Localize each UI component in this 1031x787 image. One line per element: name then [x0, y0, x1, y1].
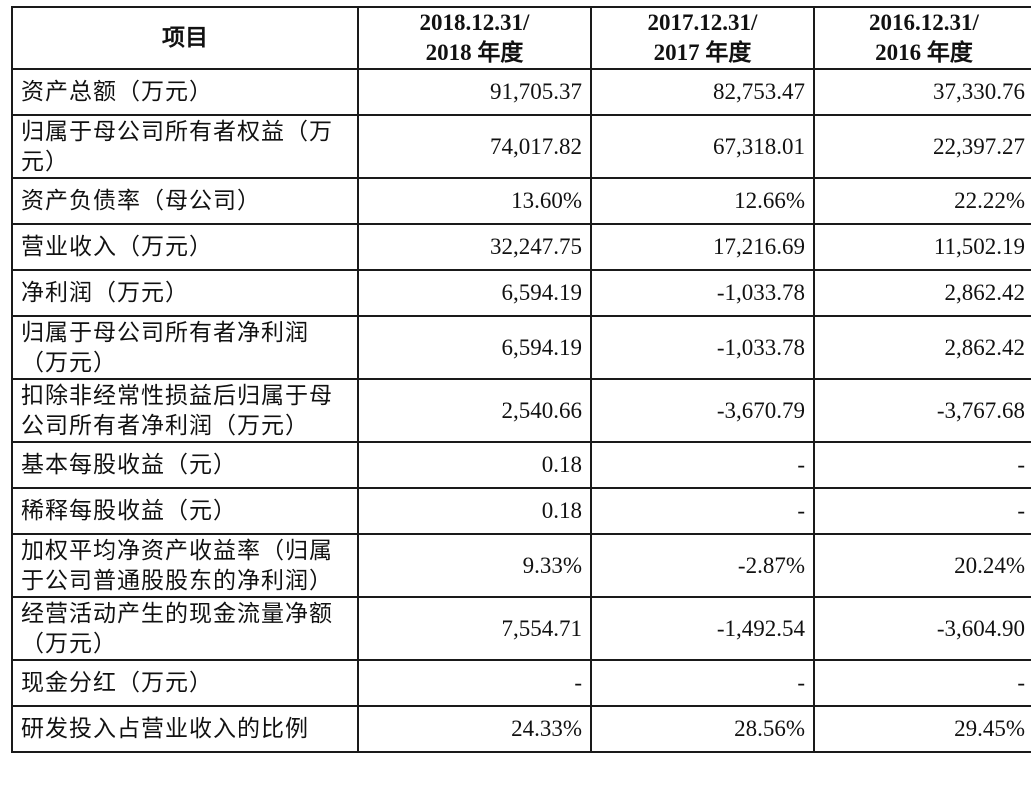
header-item: 项目: [11, 6, 359, 70]
cell-2017: -1,033.78: [590, 269, 815, 317]
cell-2018: 9.33%: [357, 533, 592, 598]
cell-2017: -2.87%: [590, 533, 815, 598]
cell-2017: -1,033.78: [590, 315, 815, 380]
cell-2016: 2,862.42: [813, 269, 1031, 317]
cell-2016: 22,397.27: [813, 114, 1031, 179]
header-2016: 2016.12.31/ 2016 年度: [813, 6, 1031, 70]
row-label: 稀释每股收益（元）: [11, 487, 359, 535]
header-2018: 2018.12.31/ 2018 年度: [357, 6, 592, 70]
cell-2018: 6,594.19: [357, 269, 592, 317]
table-row-parent-equity: 归属于母公司所有者权益（万元） 74,017.82 67,318.01 22,3…: [11, 114, 1031, 179]
cell-2018: 24.33%: [357, 705, 592, 753]
header-2016-date: 2016.12.31/: [869, 10, 979, 35]
row-label: 资产总额（万元）: [11, 68, 359, 116]
cell-2018: 91,705.37: [357, 68, 592, 116]
table-row-diluted-eps: 稀释每股收益（元） 0.18 - -: [11, 487, 1031, 535]
table-row-revenue: 营业收入（万元） 32,247.75 17,216.69 11,502.19: [11, 223, 1031, 271]
table-row-net-profit: 净利润（万元） 6,594.19 -1,033.78 2,862.42: [11, 269, 1031, 317]
cell-2016: 29.45%: [813, 705, 1031, 753]
cell-2018: 2,540.66: [357, 378, 592, 443]
cell-2017: -: [590, 659, 815, 707]
row-label: 归属于母公司所有者权益（万元）: [11, 114, 359, 179]
header-2017: 2017.12.31/ 2017 年度: [590, 6, 815, 70]
table-row-cash-dividend: 现金分红（万元） - - -: [11, 659, 1031, 707]
cell-2018: 6,594.19: [357, 315, 592, 380]
table-row-debt-ratio: 资产负债率（母公司） 13.60% 12.66% 22.22%: [11, 177, 1031, 225]
table-row-operating-cash-flow: 经营活动产生的现金流量净额（万元） 7,554.71 -1,492.54 -3,…: [11, 596, 1031, 661]
row-label: 净利润（万元）: [11, 269, 359, 317]
cell-2018: 7,554.71: [357, 596, 592, 661]
cell-2016: 20.24%: [813, 533, 1031, 598]
row-label: 经营活动产生的现金流量净额（万元）: [11, 596, 359, 661]
header-2017-year: 2017 年度: [653, 40, 752, 65]
row-label: 研发投入占营业收入的比例: [11, 705, 359, 753]
cell-2018: 32,247.75: [357, 223, 592, 271]
financial-summary-table: 项目 2018.12.31/ 2018 年度 2017.12.31/ 2017 …: [11, 6, 1031, 753]
cell-2017: 82,753.47: [590, 68, 815, 116]
cell-2016: 11,502.19: [813, 223, 1031, 271]
table-row-rd-ratio: 研发投入占营业收入的比例 24.33% 28.56% 29.45%: [11, 705, 1031, 753]
row-label: 营业收入（万元）: [11, 223, 359, 271]
table-row-adjusted-net-profit: 扣除非经常性损益后归属于母公司所有者净利润（万元） 2,540.66 -3,67…: [11, 378, 1031, 443]
cell-2016: -: [813, 659, 1031, 707]
cell-2016: 37,330.76: [813, 68, 1031, 116]
cell-2016: -3,767.68: [813, 378, 1031, 443]
cell-2017: -1,492.54: [590, 596, 815, 661]
row-label: 资产负债率（母公司）: [11, 177, 359, 225]
cell-2017: 28.56%: [590, 705, 815, 753]
row-label: 扣除非经常性损益后归属于母公司所有者净利润（万元）: [11, 378, 359, 443]
header-2018-year: 2018 年度: [425, 40, 524, 65]
cell-2018: 13.60%: [357, 177, 592, 225]
table-row-parent-net-profit: 归属于母公司所有者净利润（万元） 6,594.19 -1,033.78 2,86…: [11, 315, 1031, 380]
row-label: 现金分红（万元）: [11, 659, 359, 707]
financial-summary-table-wrapper: 项目 2018.12.31/ 2018 年度 2017.12.31/ 2017 …: [11, 6, 1031, 753]
table-row-total-assets: 资产总额（万元） 91,705.37 82,753.47 37,330.76: [11, 68, 1031, 116]
cell-2017: -3,670.79: [590, 378, 815, 443]
row-label: 基本每股收益（元）: [11, 441, 359, 489]
cell-2016: -: [813, 487, 1031, 535]
cell-2017: -: [590, 441, 815, 489]
row-label: 归属于母公司所有者净利润（万元）: [11, 315, 359, 380]
table-row-basic-eps: 基本每股收益（元） 0.18 - -: [11, 441, 1031, 489]
cell-2016: 2,862.42: [813, 315, 1031, 380]
cell-2016: -3,604.90: [813, 596, 1031, 661]
header-item-label: 项目: [162, 25, 208, 50]
cell-2018: 0.18: [357, 487, 592, 535]
cell-2017: -: [590, 487, 815, 535]
header-row: 项目 2018.12.31/ 2018 年度 2017.12.31/ 2017 …: [11, 6, 1031, 70]
cell-2017: 17,216.69: [590, 223, 815, 271]
table-row-weighted-roe: 加权平均净资产收益率（归属于公司普通股股东的净利润） 9.33% -2.87% …: [11, 533, 1031, 598]
cell-2016: -: [813, 441, 1031, 489]
cell-2016: 22.22%: [813, 177, 1031, 225]
cell-2018: 0.18: [357, 441, 592, 489]
cell-2018: -: [357, 659, 592, 707]
header-2017-date: 2017.12.31/: [647, 10, 758, 35]
row-label: 加权平均净资产收益率（归属于公司普通股股东的净利润）: [11, 533, 359, 598]
header-2016-year: 2016 年度: [875, 40, 973, 65]
cell-2017: 67,318.01: [590, 114, 815, 179]
cell-2018: 74,017.82: [357, 114, 592, 179]
header-2018-date: 2018.12.31/: [419, 10, 530, 35]
cell-2017: 12.66%: [590, 177, 815, 225]
